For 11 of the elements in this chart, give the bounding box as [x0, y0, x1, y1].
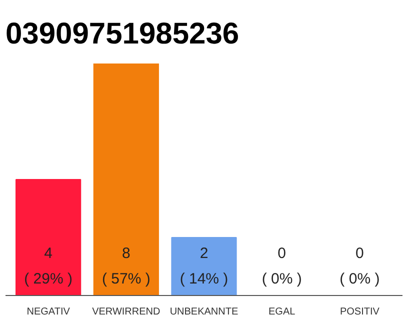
x-tick-label: UNBEKANNTE — [170, 306, 238, 318]
x-tick-label: NEGATIV — [26, 306, 70, 318]
x-tick-label: VERWIRREND — [92, 306, 160, 318]
data-label: 0 ( 0% ) — [262, 245, 302, 288]
data-label: 0 ( 0% ) — [340, 245, 380, 288]
chart-title: 03909751985236 — [6, 18, 240, 50]
data-label: 2 ( 14% ) — [180, 245, 228, 288]
data-label: 8 ( 57% ) — [102, 245, 150, 288]
data-label: 4 ( 29% ) — [24, 245, 72, 288]
x-tick-label: EGAL — [268, 306, 296, 318]
x-tick-label: POSITIV — [340, 306, 380, 318]
